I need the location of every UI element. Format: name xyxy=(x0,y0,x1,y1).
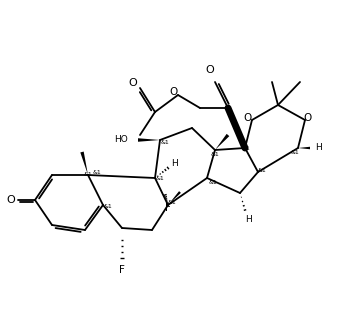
Text: &1: &1 xyxy=(93,171,101,176)
Text: &1: &1 xyxy=(291,149,299,154)
Text: &1: &1 xyxy=(168,201,176,205)
Text: &1: &1 xyxy=(156,176,164,181)
Text: &1: &1 xyxy=(104,204,112,209)
Text: O: O xyxy=(304,113,312,123)
Text: O: O xyxy=(244,113,252,123)
Text: H: H xyxy=(245,215,251,225)
Polygon shape xyxy=(215,134,229,150)
Text: O: O xyxy=(129,78,137,88)
Text: H: H xyxy=(172,159,178,167)
Text: &1: &1 xyxy=(209,180,217,185)
Text: F: F xyxy=(119,265,125,275)
Text: &1: &1 xyxy=(211,153,219,158)
Polygon shape xyxy=(138,138,160,142)
Text: F: F xyxy=(165,203,171,213)
Text: HO: HO xyxy=(114,136,128,144)
Text: H: H xyxy=(315,143,321,153)
Polygon shape xyxy=(298,147,310,149)
Text: O: O xyxy=(7,195,15,205)
Polygon shape xyxy=(80,152,88,175)
Text: &1: &1 xyxy=(258,167,266,172)
Text: &1: &1 xyxy=(241,145,251,150)
Text: &1: &1 xyxy=(161,139,169,144)
Text: O: O xyxy=(170,87,178,97)
Text: O: O xyxy=(206,65,214,75)
Text: &1: &1 xyxy=(84,172,92,177)
Polygon shape xyxy=(168,191,181,205)
